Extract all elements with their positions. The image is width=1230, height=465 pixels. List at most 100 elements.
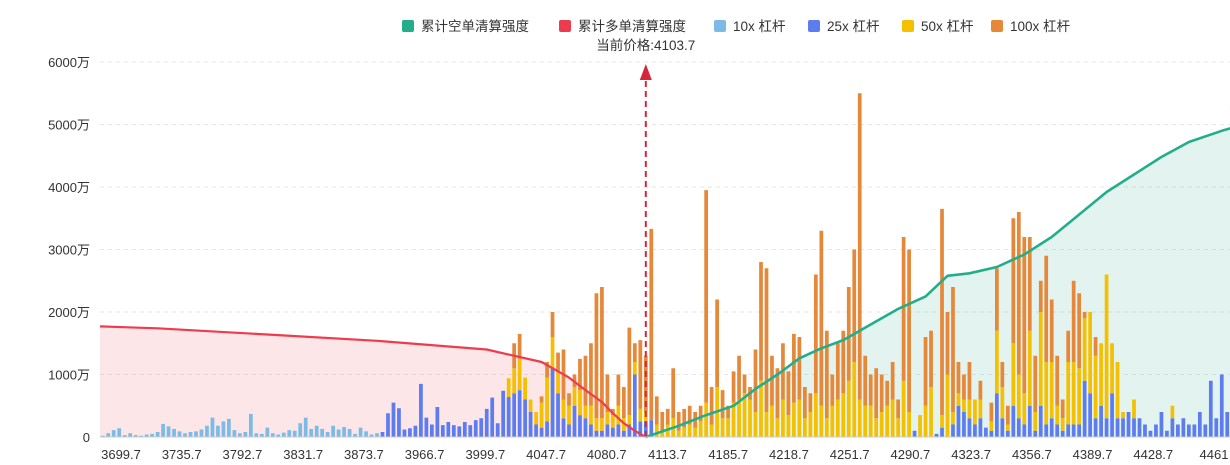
long-cum-line[interactable] [99,325,647,438]
bar-x50[interactable] [1055,405,1060,425]
bar-x100[interactable] [660,412,665,431]
legend-item-x10[interactable]: 10x 杠杆 [714,19,786,34]
bar-x10[interactable] [111,430,116,438]
bar-x25[interactable] [1154,424,1158,438]
bar-x50[interactable] [1071,362,1076,425]
bar-x100[interactable] [665,408,670,425]
bar-x100[interactable] [1066,330,1071,362]
bar-x10[interactable] [364,431,368,438]
bar-x10[interactable] [238,433,242,437]
bar-x25[interactable] [1181,418,1186,437]
bar-x100[interactable] [813,274,818,394]
bar-x50[interactable] [962,399,966,413]
bar-x50[interactable] [753,412,758,437]
bar-x25[interactable] [1082,380,1087,437]
bar-x50[interactable] [868,405,873,437]
bar-x50[interactable] [517,358,522,391]
bar-x25[interactable] [1214,418,1219,437]
bar-x10[interactable] [292,430,297,437]
bar-x25[interactable] [523,399,527,438]
bar-x100[interactable] [951,287,955,412]
bar-x25[interactable] [457,426,462,438]
bar-x25[interactable] [1192,424,1197,438]
bar-x50[interactable] [830,405,835,437]
bar-x25[interactable] [1044,424,1049,438]
bar-x100[interactable] [841,330,846,394]
bar-x25[interactable] [1208,380,1213,437]
bar-x100[interactable] [649,228,654,421]
bar-x25[interactable] [1066,424,1071,438]
bar-x50[interactable] [1027,330,1032,406]
bar-x50[interactable] [1060,418,1065,431]
bar-x100[interactable] [989,402,994,422]
bar-x25[interactable] [446,422,451,437]
bar-x100[interactable] [863,355,868,406]
bar-x50[interactable] [682,427,687,438]
bar-x50[interactable] [995,330,999,394]
bar-x25[interactable] [1049,418,1054,437]
bar-x100[interactable] [517,333,522,359]
bar-x25[interactable] [539,427,544,438]
bar-x25[interactable] [550,368,555,437]
bar-x50[interactable] [638,408,643,422]
bar-x25[interactable] [545,421,549,438]
bar-x25[interactable] [1055,424,1060,438]
bar-x25[interactable] [424,417,429,438]
bar-x10[interactable] [342,427,346,437]
legend[interactable]: 累计空单清算强度 累计多单清算强度 10x 杠杆 25x 杠杆 50x 杠杆 100x 杠… [402,18,1071,34]
bar-x50[interactable] [1093,355,1098,419]
bar-x25[interactable] [967,418,972,437]
bar-x10[interactable] [375,433,379,437]
bar-x100[interactable] [874,368,879,419]
bar-x25[interactable] [501,390,506,437]
bar-x100[interactable] [775,368,780,419]
bar-x10[interactable] [314,425,319,437]
bar-x10[interactable] [216,425,220,437]
bar-x25[interactable] [468,425,473,438]
bar-x50[interactable] [951,412,955,425]
bar-x25[interactable] [451,425,456,438]
bar-x50[interactable] [759,380,763,437]
bar-x100[interactable] [995,268,999,331]
bar-x100[interactable] [1000,362,1005,387]
bar-x100[interactable] [1082,312,1087,319]
bar-x25[interactable] [380,432,385,437]
bar-x50[interactable] [770,405,774,437]
bar-x100[interactable] [819,230,824,406]
bar-x25[interactable] [605,424,610,438]
bar-x100[interactable] [879,374,884,413]
bar-x100[interactable] [676,412,681,431]
bar-x50[interactable] [627,415,632,425]
bar-x25[interactable] [408,428,412,437]
bar-x25[interactable] [1132,418,1136,437]
bar-x50[interactable] [534,412,538,425]
bar-x50[interactable] [885,405,890,437]
bar-x100[interactable] [545,362,549,378]
bar-x100[interactable] [539,396,544,403]
bar-x10[interactable] [320,428,325,438]
bar-x100[interactable] [890,362,895,400]
bar-x100[interactable] [1016,212,1021,375]
bar-x50[interactable] [687,424,692,438]
bar-x10[interactable] [155,432,160,437]
bar-x25[interactable] [490,397,495,438]
bar-x10[interactable] [325,432,330,437]
bar-x100[interactable] [704,190,709,403]
bar-x10[interactable] [243,432,248,437]
bar-x10[interactable] [303,417,308,438]
legend-item-long_cum[interactable]: 累计多单清算强度 [559,18,686,34]
bar-x50[interactable] [660,430,665,437]
bar-x10[interactable] [281,432,286,438]
bar-x10[interactable] [369,434,374,438]
bar-x100[interactable] [742,374,747,394]
bar-x100[interactable] [956,362,961,394]
bar-x25[interactable] [567,424,571,438]
bar-x50[interactable] [945,374,950,438]
bar-x100[interactable] [803,387,807,419]
bar-x100[interactable] [929,330,933,387]
bar-x50[interactable] [726,418,730,437]
bar-x10[interactable] [248,413,253,438]
bar-x10[interactable] [128,433,133,437]
bar-x25[interactable] [578,415,582,438]
bar-x25[interactable] [1137,418,1142,437]
